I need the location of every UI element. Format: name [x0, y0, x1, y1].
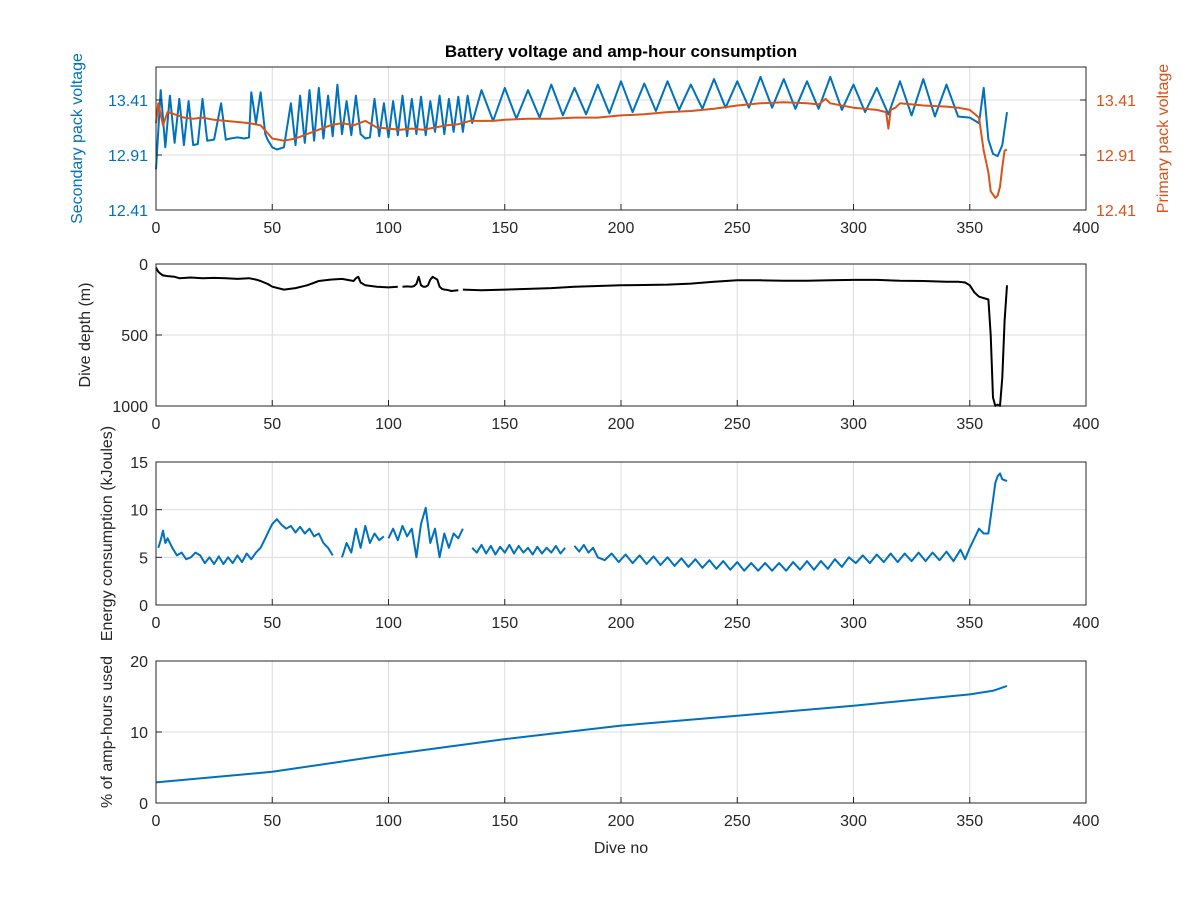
y-axis-label: Energy consumption (kJoules) [99, 426, 116, 641]
panel-3: 0 50 100 150 200 250 300 350 400 0 5 10 15 Energy con… [99, 426, 1099, 641]
y-axis-label: % of amp-hours used [99, 656, 116, 808]
y-right-axis-label: Primary pack voltage [1155, 64, 1172, 213]
y-tick-label: 0 [139, 257, 148, 274]
y-tick-label: 1000 [112, 399, 148, 416]
x-tick-label: 0 [152, 220, 161, 237]
y-tick-label: 0 [139, 796, 148, 813]
y-tick-label: 12.91 [108, 148, 148, 165]
series-line-1 [157, 518, 334, 565]
series-line-5 [573, 472, 1008, 572]
y-right-tick-label: 12.91 [1096, 148, 1136, 165]
figure-title: Battery voltage and amp-hour consumption [445, 42, 797, 61]
series-line-1 [155, 684, 1008, 784]
x-tick-label: 300 [840, 416, 867, 433]
x-tick-label: 200 [608, 220, 635, 237]
x-tick-label: 200 [608, 813, 635, 830]
y-tick-label: 10 [130, 503, 148, 520]
x-tick-label: 300 [840, 615, 867, 632]
x-tick-label: 350 [956, 813, 983, 830]
series-line-2 [341, 524, 385, 558]
x-tick-label: 150 [491, 813, 518, 830]
x-axis-label: Dive no [594, 840, 648, 857]
x-tick-label: 400 [1073, 615, 1100, 632]
x-tick-label: 200 [608, 615, 635, 632]
series-line-3 [462, 278, 1008, 407]
x-tick-label: 250 [724, 220, 751, 237]
x-tick-label: 300 [840, 813, 867, 830]
panel-2: 0 50 100 150 200 250 300 350 400 0 500 1000 Dive dep… [77, 257, 1099, 433]
y-tick-label: 12.41 [108, 203, 148, 220]
y-tick-label: 500 [121, 328, 148, 345]
y-right-tick-label: 12.41 [1096, 203, 1136, 220]
x-tick-label: 250 [724, 615, 751, 632]
x-tick-label: 0 [152, 813, 161, 830]
y-tick-label: 0 [139, 598, 148, 615]
series-line-4 [471, 543, 566, 556]
x-tick-label: 100 [375, 416, 402, 433]
x-tick-label: 250 [724, 813, 751, 830]
y-axis-label: Dive depth (m) [77, 283, 94, 388]
y-tick-label: 20 [130, 654, 148, 671]
x-tick-label: 100 [375, 220, 402, 237]
series-line-1 [155, 75, 1008, 170]
y-tick-label: 15 [130, 455, 148, 472]
y-tick-label: 13.41 [108, 93, 148, 110]
x-tick-label: 250 [724, 416, 751, 433]
x-tick-label: 400 [1073, 813, 1100, 830]
y-right-tick-label: 13.41 [1096, 93, 1136, 110]
y-tick-label: 10 [130, 725, 148, 742]
x-tick-label: 150 [491, 615, 518, 632]
panel-4: 0 50 100 150 200 250 300 350 400 0 10 20 % of amp-ho… [99, 654, 1099, 857]
x-tick-label: 100 [375, 813, 402, 830]
x-tick-label: 350 [956, 615, 983, 632]
series-line-1 [155, 267, 398, 291]
x-tick-label: 100 [375, 615, 402, 632]
x-tick-label: 50 [263, 416, 281, 433]
series-line-3 [387, 506, 464, 559]
x-tick-label: 400 [1073, 416, 1100, 433]
x-tick-label: 0 [152, 416, 161, 433]
x-tick-label: 50 [263, 615, 281, 632]
x-tick-label: 350 [956, 220, 983, 237]
y-axis-label: Secondary pack voltage [69, 53, 86, 224]
x-tick-label: 400 [1073, 220, 1100, 237]
y-tick-label: 5 [139, 550, 148, 567]
x-tick-label: 0 [152, 615, 161, 632]
x-tick-label: 300 [840, 220, 867, 237]
x-tick-label: 200 [608, 416, 635, 433]
series-line-2 [402, 275, 459, 292]
x-tick-label: 50 [263, 813, 281, 830]
x-tick-label: 350 [956, 416, 983, 433]
series-line-2 [155, 97, 1008, 199]
x-tick-label: 150 [491, 416, 518, 433]
x-tick-label: 50 [263, 220, 281, 237]
x-tick-label: 150 [491, 220, 518, 237]
